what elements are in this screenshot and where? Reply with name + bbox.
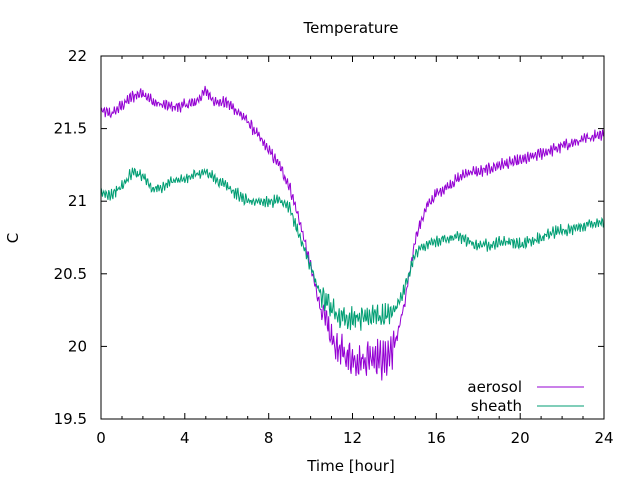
y-axis-label: C xyxy=(4,233,22,243)
x-tick-label: 20 xyxy=(511,429,530,447)
axis-ticks xyxy=(100,55,605,420)
x-tick-label: 0 xyxy=(96,429,106,447)
y-tick-label: 22 xyxy=(68,47,87,65)
series-lines xyxy=(100,85,605,381)
x-tick-label: 16 xyxy=(427,429,446,447)
y-tick-label: 20.5 xyxy=(54,265,87,283)
plot-frame xyxy=(100,55,605,420)
legend-label-aerosol: aerosol xyxy=(467,378,522,396)
legend-label-sheath: sheath xyxy=(471,397,522,415)
y-tick-label: 20 xyxy=(68,337,87,355)
tick-labels: 0 4 8 12 16 20 24 19.5 20 20.5 21 21.5 22 xyxy=(54,47,614,447)
x-tick-label: 24 xyxy=(594,429,613,447)
x-tick-label: 8 xyxy=(264,429,274,447)
y-tick-label: 19.5 xyxy=(54,410,87,428)
x-tick-label: 12 xyxy=(343,429,362,447)
series-line-sheath xyxy=(100,167,605,331)
y-tick-label: 21 xyxy=(68,192,87,210)
x-tick-label: 4 xyxy=(180,429,190,447)
legend: aerosol sheath xyxy=(467,378,584,415)
chart-title: Temperature xyxy=(302,19,398,37)
x-axis-label: Time [hour] xyxy=(306,457,395,475)
series-line-aerosol xyxy=(100,85,605,381)
y-tick-label: 21.5 xyxy=(54,120,87,138)
